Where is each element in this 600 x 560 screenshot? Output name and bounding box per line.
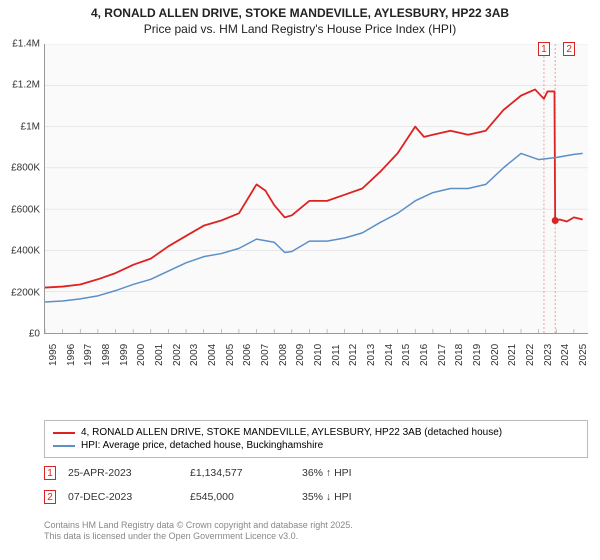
event-date: 25-APR-2023 [68, 467, 178, 479]
event-marker-icon: 1 [44, 466, 56, 480]
xtick-label: 2012 [348, 344, 359, 366]
xtick-label: 2025 [578, 344, 589, 366]
event-marker-box: 1 [538, 42, 550, 56]
chart-title-line1: 4, RONALD ALLEN DRIVE, STOKE MANDEVILLE,… [10, 6, 590, 20]
xtick-label: 2004 [207, 344, 218, 366]
xtick-label: 2007 [260, 344, 271, 366]
legend-row: 4, RONALD ALLEN DRIVE, STOKE MANDEVILLE,… [53, 427, 579, 438]
ytick-label: £200K [0, 287, 40, 298]
credits-line1: Contains HM Land Registry data © Crown c… [44, 520, 588, 531]
legend-label-1: HPI: Average price, detached house, Buck… [81, 440, 323, 451]
xtick-label: 1996 [66, 344, 77, 366]
xtick-label: 2024 [560, 344, 571, 366]
xtick-label: 2000 [136, 344, 147, 366]
xtick-label: 2015 [401, 344, 412, 366]
ytick-label: £1.4M [0, 39, 40, 50]
credits-line2: This data is licensed under the Open Gov… [44, 531, 588, 542]
xtick-label: 2017 [437, 344, 448, 366]
ytick-label: £800K [0, 163, 40, 174]
xtick-label: 2001 [154, 344, 165, 366]
xtick-label: 2020 [490, 344, 501, 366]
event-price: £1,134,577 [190, 467, 290, 479]
xtick-label: 2005 [225, 344, 236, 366]
plot-area [44, 44, 588, 334]
xtick-label: 2023 [543, 344, 554, 366]
xtick-label: 2014 [384, 344, 395, 366]
xtick-label: 2011 [331, 344, 342, 366]
event-delta: 35% ↓ HPI [302, 491, 382, 503]
xtick-label: 2008 [278, 344, 289, 366]
xtick-label: 2022 [525, 344, 536, 366]
xtick-label: 2009 [295, 344, 306, 366]
legend-box: 4, RONALD ALLEN DRIVE, STOKE MANDEVILLE,… [44, 420, 588, 458]
ytick-label: £1M [0, 121, 40, 132]
event-row-1: 1 25-APR-2023 £1,134,577 36% ↑ HPI [44, 466, 588, 480]
ytick-label: £1.2M [0, 80, 40, 91]
xtick-label: 1997 [83, 344, 94, 366]
chart-title-block: 4, RONALD ALLEN DRIVE, STOKE MANDEVILLE,… [0, 0, 600, 38]
legend-swatch-1 [53, 445, 75, 447]
chart-container: £0 £200K £400K £600K £800K £1M £1.2M £1.4M 1995 1… [0, 40, 600, 375]
ytick-label: £0 [0, 329, 40, 340]
event-marker-box: 2 [563, 42, 575, 56]
chart-title-line2: Price paid vs. HM Land Registry's House … [10, 22, 590, 36]
xtick-label: 1999 [119, 344, 130, 366]
xtick-label: 2002 [172, 344, 183, 366]
xtick-label: 2003 [189, 344, 200, 366]
xtick-label: 2016 [419, 344, 430, 366]
xtick-label: 2019 [472, 344, 483, 366]
legend-swatch-0 [53, 432, 75, 434]
credits-block: Contains HM Land Registry data © Crown c… [44, 520, 588, 543]
legend-label-0: 4, RONALD ALLEN DRIVE, STOKE MANDEVILLE,… [81, 427, 502, 438]
xtick-label: 1995 [48, 344, 59, 366]
event-date: 07-DEC-2023 [68, 491, 178, 503]
event-marker-icon: 2 [44, 490, 56, 504]
xtick-label: 2018 [454, 344, 465, 366]
xtick-label: 2006 [242, 344, 253, 366]
xtick-label: 2010 [313, 344, 324, 366]
legend-row: HPI: Average price, detached house, Buck… [53, 440, 579, 451]
xtick-label: 2021 [507, 344, 518, 366]
ytick-label: £400K [0, 246, 40, 257]
xtick-label: 2013 [366, 344, 377, 366]
xtick-label: 1998 [101, 344, 112, 366]
event-price: £545,000 [190, 491, 290, 503]
ytick-label: £600K [0, 204, 40, 215]
event-row-2: 2 07-DEC-2023 £545,000 35% ↓ HPI [44, 490, 588, 504]
chart-svg [45, 44, 588, 333]
event-delta: 36% ↑ HPI [302, 467, 382, 479]
